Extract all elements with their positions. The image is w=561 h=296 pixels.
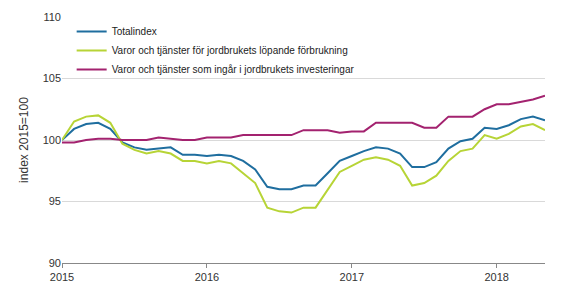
svg-text:90: 90 <box>49 257 61 269</box>
svg-text:110: 110 <box>43 11 61 23</box>
svg-text:Varor och tjänster som ingår i: Varor och tjänster som ingår i jordbruke… <box>112 64 355 75</box>
svg-text:2016: 2016 <box>195 271 219 283</box>
svg-text:100: 100 <box>43 134 61 146</box>
svg-text:Totalindex: Totalindex <box>112 26 157 37</box>
svg-text:2018: 2018 <box>484 271 508 283</box>
svg-text:105: 105 <box>43 72 61 84</box>
svg-text:2015: 2015 <box>50 271 74 283</box>
svg-text:95: 95 <box>49 195 61 207</box>
svg-text:index 2015=100: index 2015=100 <box>17 97 31 183</box>
svg-text:Varor och tjänster för jordbru: Varor och tjänster för jordbrukets löpan… <box>112 45 348 56</box>
svg-text:2017: 2017 <box>340 271 364 283</box>
